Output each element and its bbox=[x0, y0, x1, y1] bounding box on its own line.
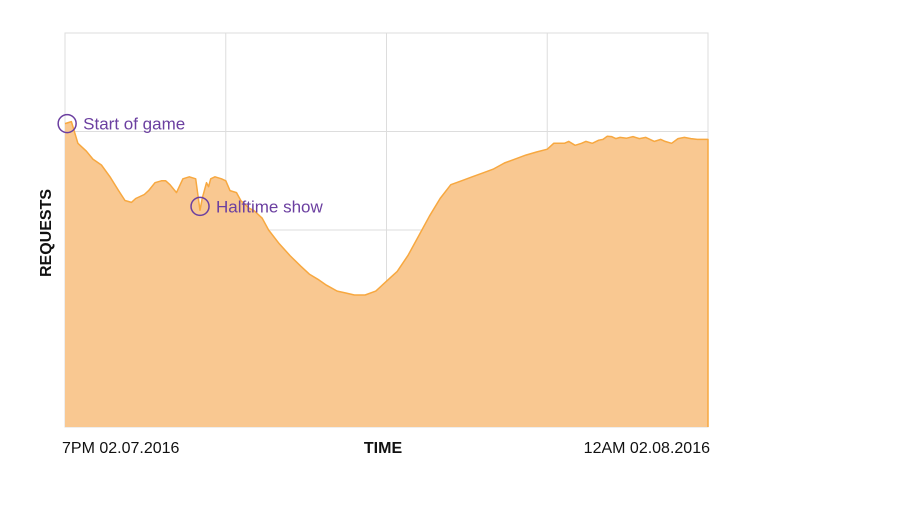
annotation-start-of-game-marker bbox=[57, 113, 77, 134]
x-tick-label-start: 7PM 02.07.2016 bbox=[62, 440, 180, 457]
annotations: Start of game Halftime show bbox=[57, 113, 324, 217]
x-tick-label-end: 12AM 02.08.2016 bbox=[584, 440, 710, 457]
annotation-halftime-show-label: Halftime show bbox=[216, 197, 323, 216]
annotation-start-of-game-label: Start of game bbox=[83, 115, 185, 134]
series-line bbox=[64, 120, 709, 427]
x-axis-label: TIME bbox=[364, 440, 403, 457]
annotation-halftime-show-marker bbox=[190, 196, 210, 217]
series-area-fill bbox=[65, 121, 708, 427]
y-axis-label: REQUESTS bbox=[38, 189, 55, 277]
